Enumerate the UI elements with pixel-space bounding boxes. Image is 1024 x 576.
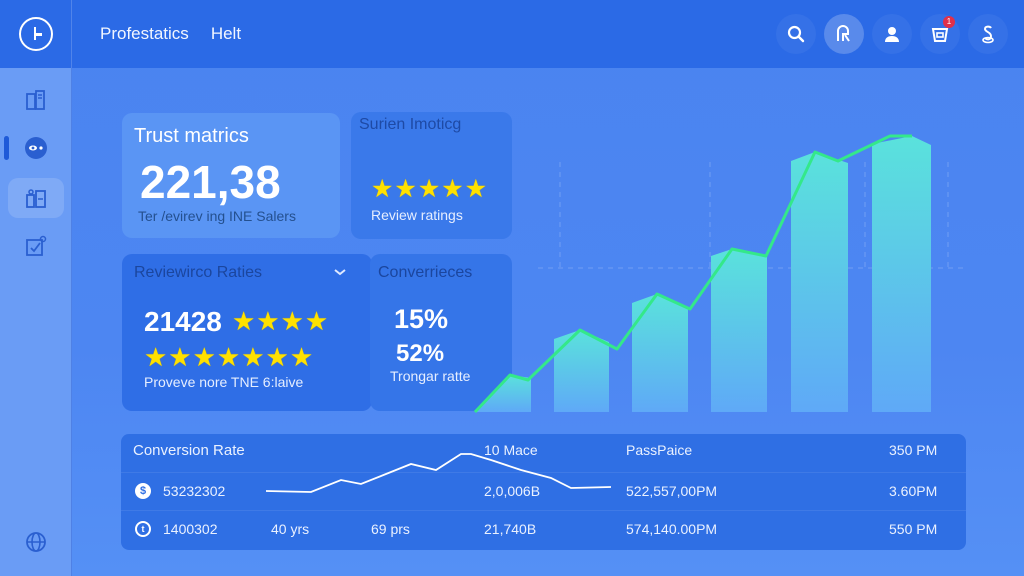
helmet-button[interactable] [824,14,864,54]
user-icon [885,27,899,42]
star-rating-inline: ★★★★ [232,306,330,336]
row-time: 3.60PM [889,483,938,499]
sidebar [0,68,72,576]
card-subtitle: Review ratings [371,207,463,223]
profile-button[interactable] [872,14,912,54]
row-years: 40 yrs [271,521,310,537]
card-title: Surien Imoticg [359,116,462,133]
conversion-table: Conversion Rate 10 Mace PassPaice 350 PM… [121,434,966,550]
active-indicator [4,136,9,160]
card-title: Reviewirco Raties [134,264,263,281]
clock-icon [18,17,53,51]
row-id: 1400302 [163,521,218,537]
header-time[interactable]: 350 PM [889,442,938,458]
card-subtitle: Proveve nore TNE 6:laive [144,374,304,390]
dollar-icon [982,25,994,44]
logo[interactable] [0,0,72,68]
billing-button[interactable] [968,14,1008,54]
sidebar-item-overview[interactable] [8,128,64,168]
edit-icon [26,235,47,256]
chevron-down-icon[interactable] [334,268,346,276]
star-rating-row: ★★★★★★★ [144,342,315,372]
header-mace[interactable]: 10 Mace [484,442,538,458]
nav-link-profestatics[interactable]: Profestatics [100,24,189,43]
row-value: 21,740B [484,521,537,537]
table-row[interactable]: $ 53232302 2,0,006B 522,557,00PM 3.60PM [121,472,966,510]
rating-card[interactable]: Surien Imoticg ★★★★★ Review ratings [351,112,512,239]
sidebar-item-language[interactable] [8,522,64,562]
notification-badge: 1 [943,16,955,28]
eye-icon [25,137,47,159]
card-subtitle: Ter /evirev ing INE Salers [138,208,296,224]
search-icon [787,25,805,43]
sidebar-item-columns[interactable] [8,80,64,120]
dollar-icon: $ [135,483,151,499]
row-value: 2,0,006B [484,483,541,499]
trust-metrics-card[interactable]: Trust matrics 221,38 Ter /evirev ing INE… [122,113,340,238]
table-header: Conversion Rate 10 Mace PassPaice 350 PM [121,434,966,472]
columns-icon [26,90,45,110]
table-row[interactable]: t 1400302 40 yrs 69 prs 21,740B 574,140.… [121,510,966,548]
star-rating: ★★★★★ [371,175,489,203]
chart-bars [475,136,931,412]
card-title: Converrieces [378,264,473,281]
helmet-icon [837,25,850,42]
dashboard-icon [26,189,46,208]
row-id: 53232302 [163,483,226,499]
growth-chart [473,134,963,414]
row-amount: 522,557,00PM [626,483,718,499]
globe-icon [26,532,46,552]
review-count: 21428 [144,306,222,337]
review-rates-card[interactable]: Reviewirco Raties 21428 ★★★★ ★★★★★★★ Pro… [122,254,372,411]
header-price[interactable]: PassPaice [626,442,693,458]
top-nav: Profestatics Helt [100,24,241,44]
trust-metrics-value: 221,38 [140,156,281,208]
sidebar-item-edit[interactable] [8,226,64,266]
top-icon-group: 1 [776,14,1008,54]
card-subtitle: Trongar ratte [390,368,471,384]
row-periods: 69 prs [371,521,410,537]
card-title: Trust matrics [134,125,249,147]
inbox-button[interactable]: 1 [920,14,960,54]
search-button[interactable] [776,14,816,54]
top-bar: Profestatics Helt 1 [0,0,1024,68]
row-amount: 574,140.00PM [626,521,718,537]
header-conversion-rate[interactable]: Conversion Rate [133,442,245,459]
conversion-value-primary: 15% [394,304,449,334]
trend-line [473,134,912,414]
nav-link-helt[interactable]: Helt [210,24,242,43]
sidebar-item-dashboard[interactable] [8,178,64,218]
clock-icon: t [135,521,151,537]
sparkline [265,453,611,493]
row-time: 550 PM [889,521,938,537]
inbox-icon [931,28,949,42]
conversion-value-secondary: 52% [396,340,445,367]
conversions-card[interactable]: Converrieces 15% 52% Trongar ratte [370,254,512,411]
